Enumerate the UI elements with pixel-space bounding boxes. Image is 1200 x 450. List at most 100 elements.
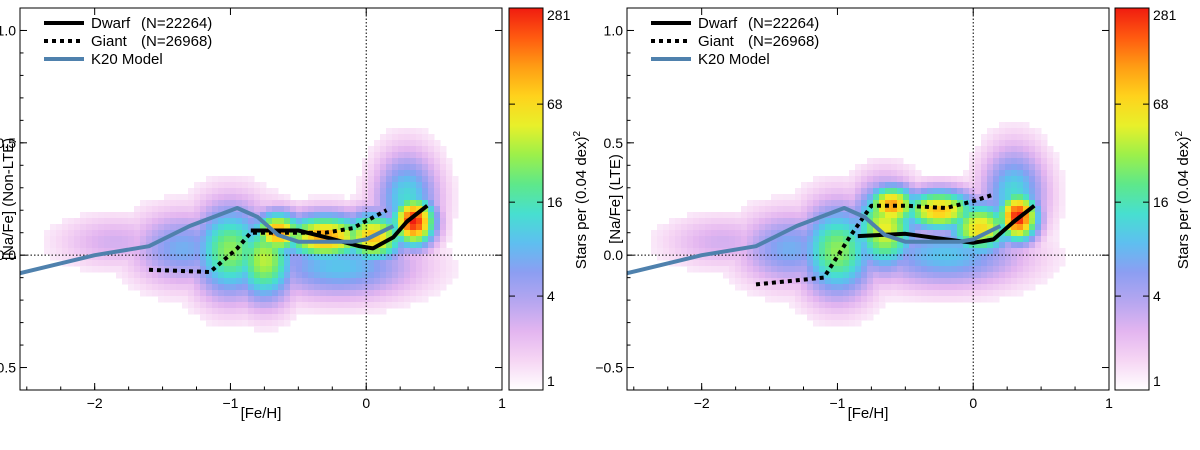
density-cell xyxy=(110,242,117,249)
density-cell xyxy=(981,284,988,291)
density-cell xyxy=(416,158,423,165)
density-cell xyxy=(140,200,147,207)
density-cell xyxy=(1011,206,1018,213)
density-cell xyxy=(693,218,700,225)
density-cell xyxy=(837,200,844,207)
density-cell xyxy=(831,230,838,237)
density-cell xyxy=(86,248,93,255)
density-cell xyxy=(320,206,327,213)
density-cell xyxy=(963,176,970,183)
density-cell xyxy=(242,284,249,291)
density-cell xyxy=(134,212,141,219)
density-cell xyxy=(819,266,826,273)
density-cell xyxy=(434,272,441,279)
density-cell xyxy=(651,230,658,237)
density-cell xyxy=(957,194,964,201)
density-cell xyxy=(717,254,724,261)
density-cell xyxy=(260,188,267,195)
density-cell xyxy=(861,290,868,297)
density-cell xyxy=(146,254,153,261)
density-cell xyxy=(242,188,249,195)
density-cell xyxy=(398,188,405,195)
density-cell xyxy=(867,314,874,321)
density-cell xyxy=(873,164,880,171)
density-cell xyxy=(999,188,1006,195)
density-cell xyxy=(1047,164,1054,171)
density-cell xyxy=(230,260,237,267)
density-cell xyxy=(741,230,748,237)
density-cell xyxy=(669,218,676,225)
density-cell xyxy=(657,236,664,243)
density-cell xyxy=(248,218,255,225)
density-cell xyxy=(999,266,1006,273)
density-cell xyxy=(807,296,814,303)
density-cell xyxy=(206,176,213,183)
density-cell xyxy=(410,140,417,147)
density-cell xyxy=(212,230,219,237)
density-cell xyxy=(855,194,862,201)
density-cell xyxy=(224,284,231,291)
density-cell xyxy=(320,248,327,255)
density-cell xyxy=(723,230,730,237)
x-tick-label: 1 xyxy=(1105,395,1113,411)
density-cell xyxy=(939,188,946,195)
density-cell xyxy=(975,224,982,231)
density-cell xyxy=(981,152,988,159)
density-cell xyxy=(867,188,874,195)
density-cell xyxy=(422,296,429,303)
density-cell xyxy=(1011,122,1018,129)
density-cell xyxy=(945,218,952,225)
density-cell xyxy=(1035,224,1042,231)
density-cell xyxy=(308,308,315,315)
density-cell xyxy=(356,248,363,255)
density-cell xyxy=(1023,164,1030,171)
density-cell xyxy=(410,218,417,225)
density-cell xyxy=(410,152,417,159)
density-cell xyxy=(1017,134,1024,141)
density-cell xyxy=(1017,146,1024,153)
density-cell xyxy=(753,290,760,297)
density-cell xyxy=(404,224,411,231)
density-cell xyxy=(332,260,339,267)
density-cell xyxy=(368,242,375,249)
density-cell xyxy=(981,266,988,273)
density-cell xyxy=(999,146,1006,153)
density-cell xyxy=(903,290,910,297)
density-cell xyxy=(434,242,441,249)
density-cell xyxy=(963,248,970,255)
density-cell xyxy=(98,230,105,237)
density-cell xyxy=(993,128,1000,135)
density-cell xyxy=(855,248,862,255)
density-cell xyxy=(873,302,880,309)
density-cell xyxy=(380,146,387,153)
density-cell xyxy=(831,308,838,315)
density-cell xyxy=(320,254,327,261)
density-cell xyxy=(927,296,934,303)
density-cell xyxy=(218,254,225,261)
density-cell xyxy=(837,188,844,195)
density-cell xyxy=(218,320,225,327)
density-cell xyxy=(344,236,351,243)
density-cell xyxy=(212,296,219,303)
density-cell xyxy=(747,224,754,231)
density-cell xyxy=(218,236,225,243)
density-cell xyxy=(855,230,862,237)
density-cell xyxy=(386,218,393,225)
density-cell xyxy=(861,176,868,183)
density-cell xyxy=(242,260,249,267)
density-cell xyxy=(999,260,1006,267)
density-cell xyxy=(428,260,435,267)
density-cell xyxy=(795,242,802,249)
density-cell xyxy=(795,206,802,213)
density-cell xyxy=(386,134,393,141)
density-cell xyxy=(362,182,369,189)
density-cell xyxy=(987,188,994,195)
density-cell xyxy=(777,296,784,303)
density-cell xyxy=(380,182,387,189)
density-cell xyxy=(777,224,784,231)
density-cell xyxy=(314,224,321,231)
density-cell xyxy=(416,164,423,171)
density-cell xyxy=(1011,128,1018,135)
density-cell xyxy=(921,296,928,303)
density-cell xyxy=(212,242,219,249)
